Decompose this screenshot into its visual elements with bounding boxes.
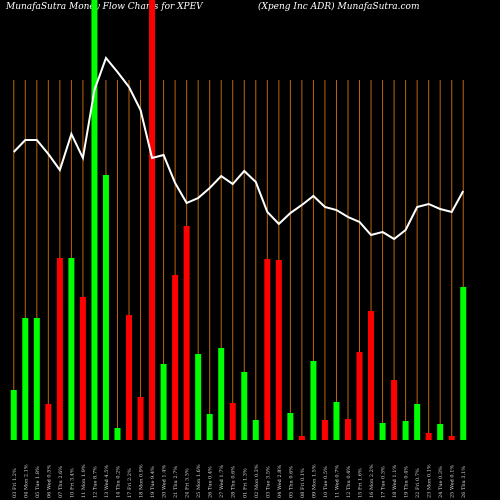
bar <box>321 420 328 440</box>
bar <box>218 348 225 440</box>
x-tick-label: 12 Thu 0.4% <box>346 466 352 498</box>
bar <box>264 259 271 440</box>
x-tick-label: 01 Fri 1.3% <box>242 468 248 498</box>
bar <box>114 428 121 440</box>
bar <box>310 361 317 440</box>
bar <box>160 364 167 440</box>
chart-title: MunafaSutra Money Flow Charts for XPEV <box>5 2 204 12</box>
x-tick-label: 24 Tue 0.3% <box>438 466 444 498</box>
chart-subtitle: (Xpeng Inc ADR) MunafaSutra.com <box>258 1 420 12</box>
x-tick-label: 16 Mon 2.2% <box>369 464 375 498</box>
bar <box>368 311 375 440</box>
bar <box>137 397 144 440</box>
x-tick-label: 26 Thu 3.1% <box>461 466 467 498</box>
bar <box>402 421 409 440</box>
bar <box>287 413 294 440</box>
x-tick-label: 28 Thu 0.6% <box>231 466 237 498</box>
bar <box>79 297 86 440</box>
x-tick-label: 04 Mon 2.1% <box>23 464 29 498</box>
bar <box>183 226 190 440</box>
x-tick-label: 18 Mon 0.9% <box>139 464 145 498</box>
x-tick-label: 06 Wed 0.5% <box>46 465 52 498</box>
x-tick-label: 03 Fri 1.2% <box>12 468 18 498</box>
bar <box>195 354 202 440</box>
bar <box>460 287 467 440</box>
bar <box>149 0 156 440</box>
x-tick-label: 21 Thu 2.7% <box>173 466 179 498</box>
bar <box>356 352 363 440</box>
bar <box>391 380 398 440</box>
x-tick-label: 05 Tue 1.8% <box>35 466 41 498</box>
x-tick-label: 10 Tue 0.5% <box>323 466 329 498</box>
x-tick-label: 10 Fri 3.4% <box>69 468 75 498</box>
bar <box>229 403 236 440</box>
x-tick-label: 03 Tue 3.5% <box>265 466 271 498</box>
x-tick-label: 13 Wed 4.5% <box>104 465 110 498</box>
x-tick-label: 19 Tue 9.4% <box>150 466 156 498</box>
x-tick-label: 22 Fri 0.7% <box>415 468 421 498</box>
bar <box>91 0 98 440</box>
bar <box>102 175 109 440</box>
x-tick-label: 20 Wed 1.4% <box>162 465 168 498</box>
x-tick-label: 19 Thu 0.4% <box>404 466 410 498</box>
bar <box>45 404 52 440</box>
bar <box>33 318 40 440</box>
x-tick-label: 23 Mon 0.1% <box>427 464 433 498</box>
x-tick-label: 27 Wed 1.7% <box>219 465 225 498</box>
x-tick-label: 07 Thu 2.6% <box>58 466 64 498</box>
x-tick-label: 24 Fri 3.3% <box>185 468 191 498</box>
x-tick-label: 25 Wed 0.1% <box>450 465 456 498</box>
x-tick-label: 18 Wed 1.1% <box>392 465 398 498</box>
x-tick-label: 15 Fri 1.6% <box>358 468 364 498</box>
x-tick-label: 25 Mon 1.6% <box>196 464 202 498</box>
bar <box>275 260 282 440</box>
bar <box>448 436 455 440</box>
bar <box>414 404 421 440</box>
bar <box>22 318 29 440</box>
x-tick-label: 17 Fri 2.2% <box>127 468 133 498</box>
bar <box>172 275 179 440</box>
bar <box>425 433 432 440</box>
x-tick-label: 11 Mon 1.9% <box>81 464 87 498</box>
bar <box>10 390 17 440</box>
bar <box>68 258 75 440</box>
bar <box>56 258 63 440</box>
bar <box>344 419 351 440</box>
bar <box>126 315 133 440</box>
bar <box>241 372 248 440</box>
x-tick-label: 14 Thu 0.2% <box>115 466 121 498</box>
x-tick-label: 11 Wed 0.7% <box>334 465 340 498</box>
x-tick-label: 17 Tue 0.3% <box>381 466 387 498</box>
x-tick-label: 02 Mon 0.3% <box>254 464 260 498</box>
x-tick-label: 09 Mon 1.5% <box>311 464 317 498</box>
price-line <box>13 56 465 241</box>
bar <box>298 436 305 440</box>
bar <box>206 414 213 440</box>
bar <box>333 402 340 440</box>
x-tick-label: 08 Fri 0.1% <box>300 468 306 498</box>
x-tick-label: 26 Tue 0.4% <box>208 466 214 498</box>
x-tick-label: 05 Thu 0.6% <box>288 466 294 498</box>
x-tick-label: 04 Wed 2.8% <box>277 465 283 498</box>
x-tick-label: 12 Tue 8.7% <box>92 466 98 498</box>
bar <box>379 423 386 440</box>
bar <box>437 424 444 440</box>
bar <box>252 420 259 440</box>
